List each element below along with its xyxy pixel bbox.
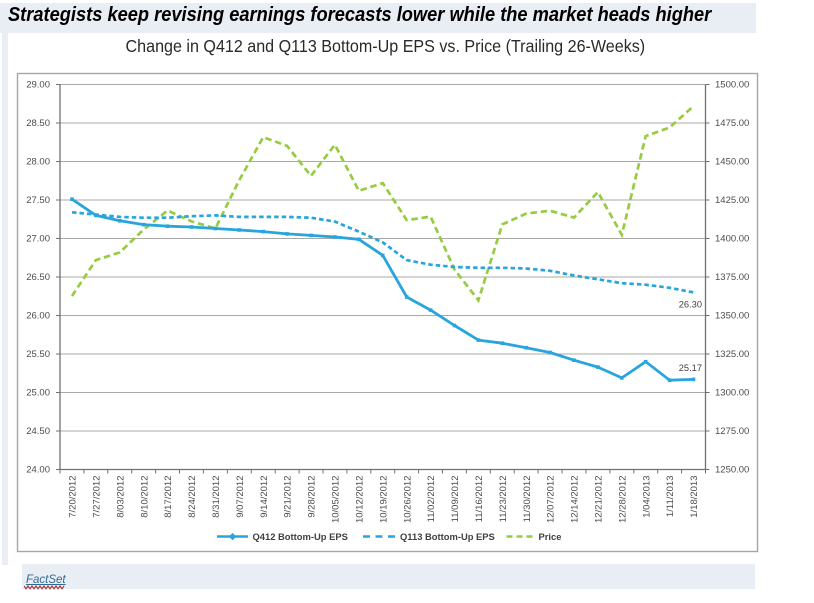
- svg-text:25.00: 25.00: [26, 388, 50, 399]
- svg-text:27.00: 27.00: [26, 234, 50, 245]
- svg-text:28.00: 28.00: [26, 157, 50, 168]
- svg-text:1425.00: 1425.00: [715, 195, 749, 206]
- svg-text:27.50: 27.50: [26, 195, 50, 206]
- svg-text:1400.00: 1400.00: [715, 234, 749, 245]
- svg-text:8/10/2012: 8/10/2012: [139, 476, 150, 518]
- svg-text:9/07/2012: 9/07/2012: [235, 476, 246, 518]
- svg-text:8/03/2012: 8/03/2012: [115, 476, 126, 518]
- svg-text:10/12/2012: 10/12/2012: [354, 476, 365, 524]
- svg-text:10/26/2012: 10/26/2012: [402, 476, 413, 524]
- svg-text:12/14/2012: 12/14/2012: [570, 476, 581, 524]
- svg-text:11/09/2012: 11/09/2012: [450, 476, 461, 523]
- svg-text:7/27/2012: 7/27/2012: [92, 476, 103, 518]
- svg-text:26.30: 26.30: [679, 300, 702, 310]
- svg-text:1450.00: 1450.00: [715, 157, 749, 168]
- svg-text:10/05/2012: 10/05/2012: [331, 476, 342, 524]
- svg-text:1/04/2013: 1/04/2013: [641, 476, 652, 518]
- svg-text:11/30/2012: 11/30/2012: [522, 476, 533, 523]
- svg-text:26.50: 26.50: [26, 272, 50, 283]
- svg-text:25.17: 25.17: [679, 363, 702, 373]
- svg-text:25.50: 25.50: [26, 349, 50, 360]
- svg-text:11/02/2012: 11/02/2012: [426, 476, 437, 523]
- svg-text:12/07/2012: 12/07/2012: [546, 476, 557, 524]
- svg-text:1500.00: 1500.00: [715, 80, 749, 91]
- svg-text:8/24/2012: 8/24/2012: [187, 476, 198, 518]
- svg-text:1275.00: 1275.00: [715, 426, 749, 437]
- svg-text:11/23/2012: 11/23/2012: [498, 476, 509, 523]
- svg-text:1350.00: 1350.00: [715, 311, 749, 322]
- svg-text:12/28/2012: 12/28/2012: [617, 476, 628, 524]
- svg-text:Price: Price: [539, 531, 562, 542]
- svg-text:1325.00: 1325.00: [715, 349, 749, 360]
- svg-text:28.50: 28.50: [26, 118, 50, 129]
- svg-text:1/11/2013: 1/11/2013: [665, 476, 676, 518]
- svg-text:29.00: 29.00: [26, 80, 50, 91]
- svg-text:9/21/2012: 9/21/2012: [283, 476, 294, 518]
- svg-text:Q412 Bottom-Up EPS: Q412 Bottom-Up EPS: [253, 531, 348, 542]
- svg-text:9/14/2012: 9/14/2012: [259, 476, 270, 518]
- svg-text:10/19/2012: 10/19/2012: [378, 476, 389, 524]
- svg-text:1250.00: 1250.00: [715, 465, 749, 476]
- svg-text:24.00: 24.00: [26, 465, 50, 476]
- svg-text:7/20/2012: 7/20/2012: [68, 476, 79, 518]
- svg-text:1/18/2013: 1/18/2013: [689, 476, 700, 518]
- svg-text:26.00: 26.00: [26, 311, 50, 322]
- svg-text:24.50: 24.50: [26, 426, 50, 437]
- svg-text:1300.00: 1300.00: [715, 388, 749, 399]
- svg-text:1475.00: 1475.00: [715, 118, 749, 129]
- svg-text:12/21/2012: 12/21/2012: [594, 476, 605, 524]
- svg-text:9/28/2012: 9/28/2012: [307, 476, 318, 518]
- svg-text:1375.00: 1375.00: [715, 272, 749, 283]
- svg-text:8/17/2012: 8/17/2012: [163, 476, 174, 518]
- svg-text:11/16/2012: 11/16/2012: [474, 476, 485, 523]
- svg-text:Q113 Bottom-Up EPS: Q113 Bottom-Up EPS: [400, 531, 495, 542]
- svg-text:8/31/2012: 8/31/2012: [211, 476, 222, 518]
